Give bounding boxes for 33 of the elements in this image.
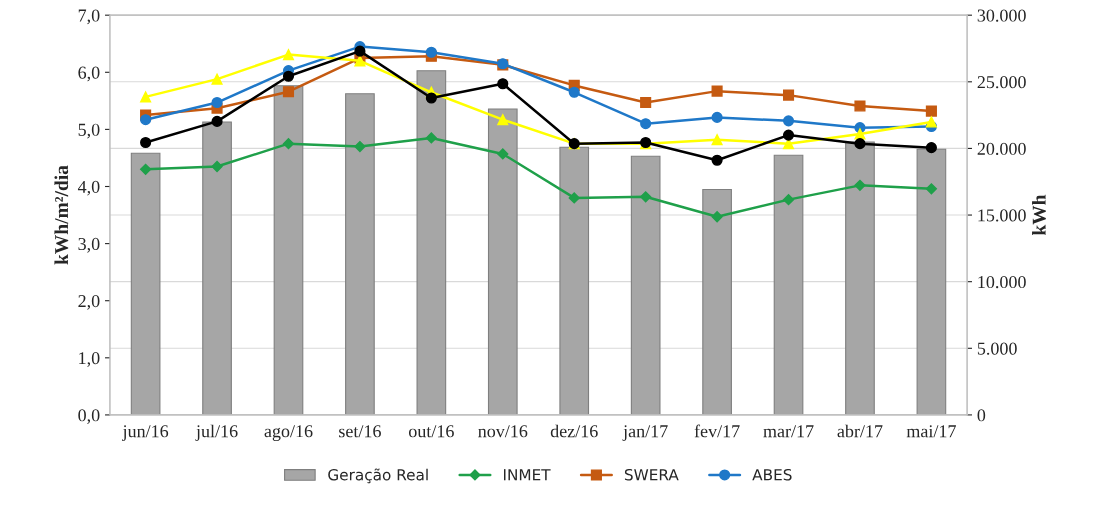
y-tick-label: 7,0 <box>78 9 100 25</box>
y-tick-label: 3,0 <box>78 237 100 253</box>
x-tick-label: ago/16 <box>264 425 313 442</box>
x-tick-label: jul/16 <box>195 424 238 442</box>
x-tick-label: out/16 <box>408 425 454 438</box>
y-axis-title: kWh/m²/dia <box>54 165 69 265</box>
y2-tick-label: 0 <box>977 409 986 422</box>
x-tick-label: jun/16 <box>122 425 169 442</box>
legend-label: SWERA <box>624 468 679 481</box>
legend-label: Geração Real <box>328 468 428 484</box>
x-tick-label: set/16 <box>339 425 381 438</box>
x-tick-label: jan/17 <box>622 425 668 442</box>
x-tick-label: mai/17 <box>906 425 956 438</box>
legend-label: ABES <box>752 468 792 481</box>
legend-label: INMET <box>503 469 551 481</box>
y2-tick-label: 15.000 <box>978 209 1026 222</box>
y-tick-label: 5,0 <box>78 123 100 139</box>
x-tick-label: abr/17 <box>837 424 883 438</box>
y-tick-label: 2,0 <box>78 294 100 310</box>
y2-axis-title: kWh <box>1032 194 1046 236</box>
x-tick-label: mar/17 <box>763 425 814 438</box>
y2-tick-label: 20.000 <box>977 142 1026 155</box>
y2-tick-label: 25.000 <box>977 76 1026 89</box>
y2-tick-label: 10.000 <box>978 275 1026 289</box>
x-tick-label: dez/16 <box>550 424 598 438</box>
y-tick-label: 0,0 <box>78 409 100 424</box>
x-tick-label: nov/16 <box>478 425 528 438</box>
x-tick-label: fev/17 <box>694 424 740 438</box>
y-tick-label: 4,0 <box>77 180 100 196</box>
y2-tick-label: 30.000 <box>977 9 1026 22</box>
y-tick-label: 1,0 <box>79 352 100 367</box>
y-tick-label: 6,0 <box>78 66 100 82</box>
y2-tick-label: 5.000 <box>977 342 1017 355</box>
